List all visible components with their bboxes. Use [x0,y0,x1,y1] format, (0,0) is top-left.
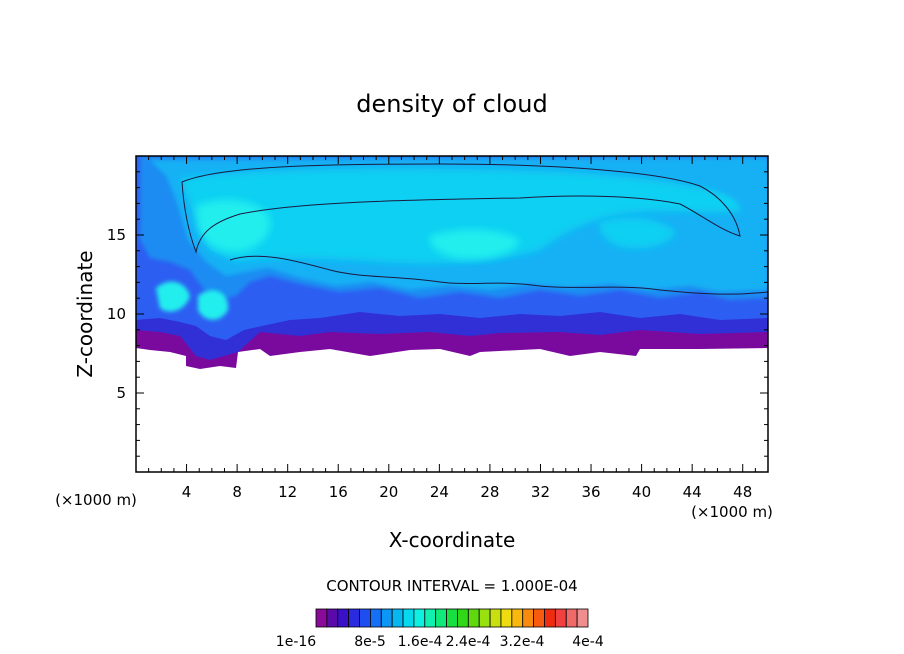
contour-line-outer [181,163,741,254]
colorbar-swatch [348,608,360,628]
colorbar-label: 3.2e-4 [500,634,545,650]
colorbar-swatch [544,608,556,628]
x-tick-label: 44 [683,483,702,501]
colorbar-label: 8e-5 [354,634,385,650]
field-sky-region [180,168,740,264]
colorbar-swatch [402,608,415,628]
y-axis-ticks: 5 10 15 [107,171,768,457]
colorbar-swatch [413,608,426,628]
colorbar-swatch [435,608,447,628]
colorbar-label: 1e-16 [276,634,316,650]
x-tick-label: 8 [232,483,242,501]
field-violet-layer [136,330,768,369]
x-tick-label: 20 [379,483,398,501]
colorbar-swatch [424,608,437,628]
field-left-turbulence [156,281,229,320]
x-tick-label: 12 [278,483,297,501]
colorbar-swatch [565,608,578,628]
contour-line-upper-band [229,255,768,295]
colorbar-swatch [511,608,524,628]
colorbar: 1e-16 8e-5 1.6e-4 2.4e-4 3.2e-4 4e-4 [276,608,604,650]
x-tick-label: 36 [581,483,600,501]
x-tick-label: 24 [430,483,449,501]
x-axis-label: X-coordinate [389,528,516,552]
colorbar-swatch [369,608,382,628]
colorbar-swatch [576,608,589,628]
y-tick-label: 10 [107,305,126,323]
x-tick-label: 32 [531,483,550,501]
field-cyan-core [196,199,271,253]
x-tick-label: 48 [733,483,752,501]
colorbar-swatch [533,608,545,628]
colorbar-swatch [500,608,513,628]
x-tick-label: 28 [480,483,499,501]
colorbar-swatch [457,608,469,628]
colorbar-swatch [380,608,393,628]
x-axis-ticks: 4 8 12 16 20 24 28 32 36 40 44 48 [148,156,756,501]
colorbar-label: 2.4e-4 [446,634,491,650]
x-tick-label: 16 [329,483,348,501]
colorbar-swatch [337,608,350,628]
colorbar-swatch [467,608,480,628]
x-tick-label: 4 [182,483,192,501]
colorbar-label: 1.6e-4 [398,634,443,650]
y-axis-label: Z-coordinate [73,250,97,377]
colorbar-swatch [522,608,534,628]
y-tick-label: 5 [116,384,126,402]
field-cyan-patch-right [599,217,676,249]
colorbar-swatch [489,608,502,628]
colorbar-label: 4e-4 [572,634,604,650]
x-axis-unit: (×1000 m) [55,491,137,509]
contour-interval-label: CONTOUR INTERVAL = 1.000E-04 [326,577,577,595]
colorbar-swatch [315,608,328,628]
y-axis-unit: (×1000 m) [691,503,773,521]
colorbar-swatch [446,608,458,628]
field-cyan-patch [429,229,520,260]
colorbar-swatch [391,608,404,628]
colorbar-swatch [478,608,491,628]
colorbar-swatch [554,608,567,628]
chart-title: density of cloud [356,90,547,118]
contour-field [136,156,768,369]
colorbar-swatch [359,608,371,628]
y-tick-label: 15 [107,226,126,244]
x-tick-label: 40 [632,483,651,501]
colorbar-swatch [326,608,339,628]
field-edge-curl [700,158,768,232]
